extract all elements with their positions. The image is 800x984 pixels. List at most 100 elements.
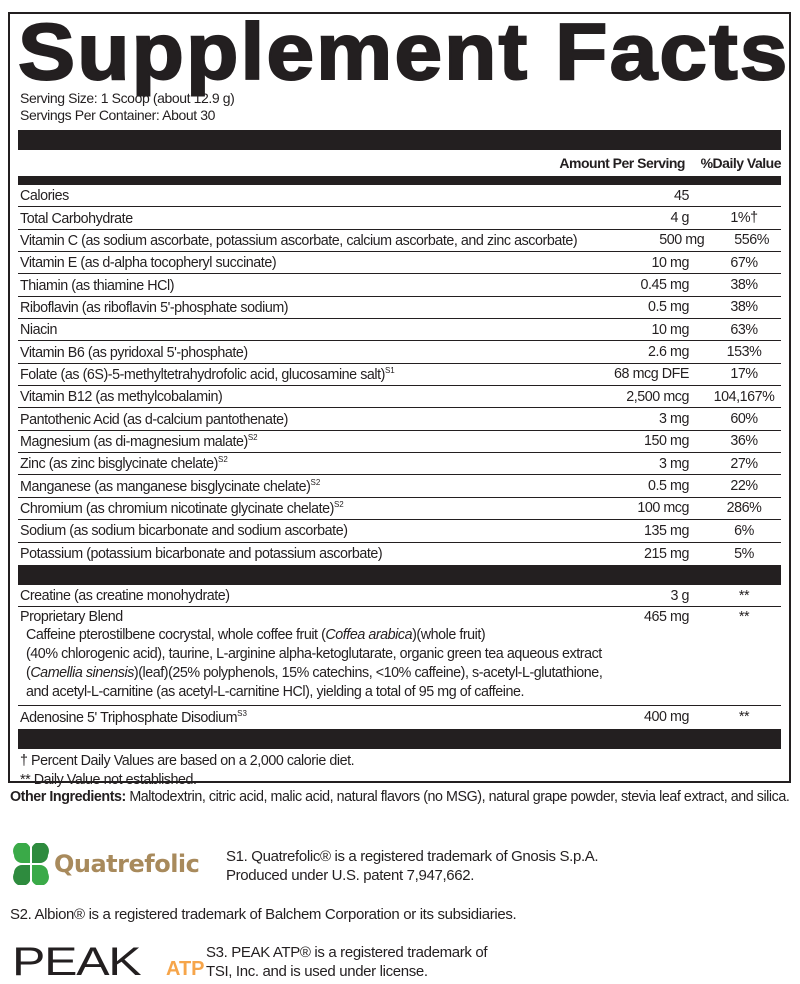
nutrient-dv: 17% <box>730 366 758 383</box>
nutrient-name: Vitamin B6 (as pyridoxal 5'-phosphate) <box>18 344 529 361</box>
nutrient-label: Riboflavin (as riboflavin 5'-phosphate s… <box>20 299 289 316</box>
nutrient-name: Chromium (as chromium nicotinate glycina… <box>18 500 529 517</box>
botanical-name: Camellia sinensis <box>30 665 134 682</box>
table-row: Sodium (as sodium bicarbonate and sodium… <box>18 520 781 543</box>
nutrient-amount: 2,500 mcg <box>626 388 689 405</box>
table-row: Niacin 10 mg 63% <box>18 319 781 342</box>
nutrient-amount: 3 mg <box>659 411 689 428</box>
nutrient-dv: 22% <box>730 478 758 495</box>
nutrient-dv: 67% <box>730 254 758 271</box>
nutrient-label: Folate (as (6S)-5-methyltetrahydrofolic … <box>20 366 385 383</box>
dv-header: %Daily Value <box>700 155 782 171</box>
nutrient-dv: 5% <box>734 545 754 562</box>
superscript: S3 <box>237 708 247 718</box>
peak-wordmark: PEAK <box>12 940 142 984</box>
clover-icon <box>13 843 49 885</box>
blend-line: and acetyl-L-carnitine (as acetyl-L-carn… <box>26 683 781 702</box>
table-row: Adenosine 5' Triphosphate DisodiumS3 400… <box>18 706 781 728</box>
superscript: S2 <box>310 477 321 487</box>
nutrient-dv: 27% <box>730 455 758 472</box>
other-ingredients-text: Maltodextrin, citric acid, malic acid, n… <box>125 789 790 805</box>
supplement-facts-panel: Supplement Facts Serving Size: 1 Scoop (… <box>8 11 791 788</box>
nutrient-amount: 100 mcg <box>637 500 689 517</box>
superscript: S2 <box>247 433 258 443</box>
blend-text: Caffeine pterostilbene cocrystal, whole … <box>26 627 326 644</box>
note-s2: S2. Albion® is a registered trademark of… <box>10 906 517 923</box>
nutrient-name: Thiamin (as thiamine HCl) <box>18 277 529 294</box>
note-s1: S1. Quatrefolic® is a registered tradema… <box>226 847 599 885</box>
table-row: Creatine (as creatine monohydrate) 3 g *… <box>18 585 781 608</box>
nutrient-dv: 104,167% <box>713 388 775 405</box>
table-row: Vitamin E (as d-alpha tocopheryl succina… <box>18 252 781 275</box>
nutrient-label: Vitamin E (as d-alpha tocopheryl succina… <box>20 255 277 272</box>
table-row: Vitamin B6 (as pyridoxal 5'-phosphate) 2.… <box>18 341 781 364</box>
table-row: Magnesium (as di-magnesium malate)S2 150 … <box>18 431 781 454</box>
nutrient-amount: 500 mg <box>659 232 705 249</box>
panel-title: Supplement Facts <box>17 7 790 96</box>
blend-text: )(whole fruit) <box>412 627 486 644</box>
nutrient-label: Total Carbohydrate <box>20 210 133 227</box>
nutrient-amount: 68 mcg DFE <box>614 366 689 383</box>
nutrient-label: Niacin <box>20 322 58 339</box>
nutrient-dv: 38% <box>730 277 758 294</box>
nutrient-amount: 150 mg <box>644 433 689 450</box>
nutrient-name: Sodium (as sodium bicarbonate and sodium… <box>18 522 529 539</box>
table-row: Total Carbohydrate 4 g 1%† <box>18 207 781 230</box>
blend-text: and acetyl-L-carnitine (as acetyl-L-carn… <box>26 684 525 701</box>
nutrient-dv: 153% <box>726 344 762 361</box>
nutrient-label: Vitamin B12 (as methylcobalamin) <box>20 389 223 406</box>
table-row: Calories 45 <box>18 185 781 208</box>
divider-bar <box>18 176 781 185</box>
table-row: Vitamin C (as sodium ascorbate, potassiu… <box>18 230 781 253</box>
amount-header: Amount Per Serving <box>559 155 685 171</box>
atp-wordmark: ATP <box>166 958 205 980</box>
nutrient-label: Thiamin (as thiamine HCl) <box>20 277 175 294</box>
nutrient-label: Vitamin C (as sodium ascorbate, potassiu… <box>20 232 578 249</box>
nutrient-name: Manganese (as manganese bisglycinate che… <box>18 478 529 495</box>
nutrient-name: Magnesium (as di-magnesium malate)S2 <box>18 433 529 450</box>
nutrient-amount: 2.6 mg <box>647 344 689 361</box>
table-row: Zinc (as zinc bisglycinate chelate)S2 3 m… <box>18 453 781 476</box>
table-row: Chromium (as chromium nicotinate glycina… <box>18 498 781 521</box>
nutrient-dv: 38% <box>730 299 758 316</box>
note-s3-line1: S3. PEAK ATP® is a registered trademark … <box>206 944 488 961</box>
nutrient-amount: 45 <box>673 187 689 204</box>
note-s3-line2: TSI, Inc. and is used under license. <box>206 963 428 980</box>
nutrient-amount: 0.45 mg <box>640 277 689 294</box>
nutrient-label: Magnesium (as di-magnesium malate) <box>20 433 248 450</box>
atp-name: Adenosine 5' Triphosphate Disodium <box>20 709 238 726</box>
blend-ingredients: Caffeine pterostilbene cocrystal, whole … <box>18 626 781 707</box>
quatrefolic-wordmark: Quatrefolic <box>54 850 200 878</box>
note-s3: S3. PEAK ATP® is a registered trademark … <box>206 943 488 981</box>
divider-bar <box>18 728 781 749</box>
divider-bar <box>18 130 781 150</box>
nutrient-name: Folate (as (6S)-5-methyltetrahydrofolic … <box>18 366 529 383</box>
blend-text: (40% chlorogenic acid), taurine, L-argin… <box>26 646 602 663</box>
table-row: Manganese (as manganese bisglycinate che… <box>18 475 781 498</box>
nutrient-dv: 36% <box>730 433 758 450</box>
nutrient-dv: 286% <box>726 500 762 517</box>
nutrient-dv: 1%† <box>730 210 758 227</box>
nutrient-label: Vitamin B6 (as pyridoxal 5'-phosphate) <box>20 344 248 361</box>
nutrient-name: Riboflavin (as riboflavin 5'-phosphate s… <box>18 299 529 316</box>
nutrient-name: Total Carbohydrate <box>18 210 529 227</box>
botanical-name: Coffea arabica <box>325 627 413 644</box>
footnote-asterisk: ** Daily Value not established. <box>20 771 197 788</box>
table-row: Proprietary Blend 465 mg ** <box>18 607 781 626</box>
nutrient-amount: 0.5 mg <box>647 478 689 495</box>
peak-atp-logo: PEAK ATP <box>12 940 205 984</box>
nutrient-name: Niacin <box>18 321 529 338</box>
blend-text: )(leaf)(25% polyphenols, 15% catechins, … <box>133 665 603 682</box>
nutrient-dv: ** <box>738 587 750 604</box>
column-header: Amount Per Serving %Daily Value <box>18 150 781 176</box>
nutrient-name: Creatine (as creatine monohydrate) <box>20 587 230 604</box>
nutrient-amount: 465 mg <box>644 608 689 625</box>
nutrient-name: Calories <box>18 187 529 204</box>
nutrient-rows: Calories 45 Total Carbohydrate 4 g 1%† Vitami… <box>18 185 781 565</box>
nutrient-amount: 3 g <box>670 587 689 604</box>
table-row: Thiamin (as thiamine HCl) 0.45 mg 38% <box>18 274 781 297</box>
table-row: Riboflavin (as riboflavin 5'-phosphate s… <box>18 297 781 320</box>
table-row: Folate (as (6S)-5-methyltetrahydrofolic … <box>18 364 781 387</box>
nutrient-label: Pantothenic Acid (as d-calcium pantothen… <box>20 411 288 428</box>
nutrient-dv: 60% <box>730 411 758 428</box>
